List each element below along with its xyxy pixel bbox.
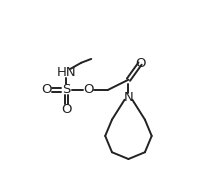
Text: N: N [123, 91, 133, 104]
Text: O: O [41, 83, 51, 96]
Text: S: S [62, 83, 70, 96]
Text: HN: HN [56, 66, 76, 79]
Text: O: O [82, 83, 93, 96]
Text: O: O [134, 57, 145, 70]
Text: O: O [61, 103, 71, 116]
